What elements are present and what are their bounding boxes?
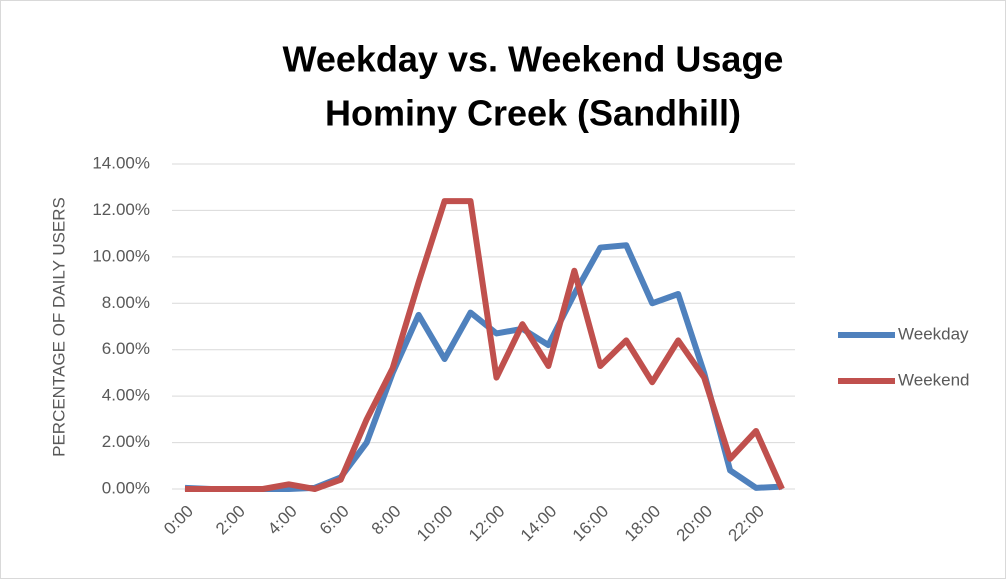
chart-title: Hominy Creek (Sandhill) [325, 93, 741, 134]
y-tick-label: 0.00% [102, 478, 150, 497]
legend-label: Weekend [898, 370, 970, 389]
data-line [184, 242, 783, 492]
y-axis-label: PERCENTAGE OF DAILY USERS [49, 197, 68, 457]
chart-title: Weekday vs. Weekend Usage [283, 39, 784, 80]
y-tick-label: 14.00% [92, 153, 150, 172]
y-tick-label: 8.00% [102, 293, 150, 312]
y-tick-label: 12.00% [92, 200, 150, 219]
y-tick-label: 2.00% [102, 432, 150, 451]
legend-label: Weekday [898, 324, 969, 343]
data-line [184, 198, 785, 492]
y-tick-label: 6.00% [102, 339, 150, 358]
y-tick-label: 4.00% [102, 386, 150, 405]
y-tick-label: 10.00% [92, 246, 150, 265]
